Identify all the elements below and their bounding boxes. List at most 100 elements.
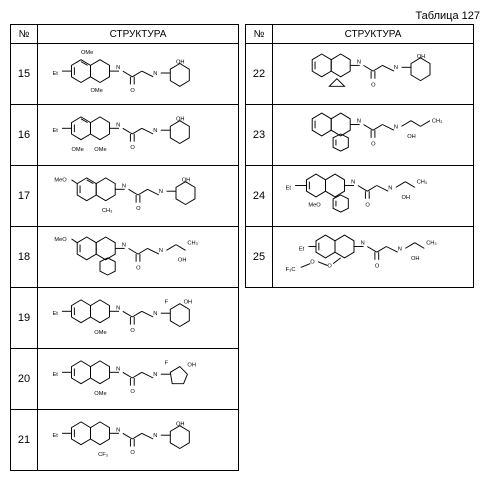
row-struct: N O N OH [273, 44, 474, 105]
svg-text:N: N [153, 311, 157, 317]
molecule-diagram: N O N CH₃ OH [278, 107, 468, 161]
svg-text:N: N [388, 185, 392, 191]
svg-text:MeO: MeO [308, 202, 321, 208]
svg-text:OH: OH [187, 363, 196, 369]
svg-text:CF₃: CF₃ [98, 452, 108, 458]
svg-text:F₃C: F₃C [286, 267, 296, 273]
row-num: 16 [11, 105, 38, 166]
svg-text:OH: OH [402, 195, 411, 201]
header-struct: СТРУКТУРА [273, 25, 474, 44]
header-row: № СТРУКТУРА [246, 25, 474, 44]
row-num: 20 [11, 349, 38, 410]
row-struct: N O N CH₃ OH [273, 105, 474, 166]
svg-text:O: O [365, 202, 370, 208]
svg-text:Et: Et [53, 71, 59, 77]
svg-text:OH: OH [184, 300, 193, 306]
svg-text:CH₃: CH₃ [432, 119, 443, 125]
svg-text:CH₃: CH₃ [417, 180, 428, 186]
molecule-diagram: N O N OH [278, 46, 468, 100]
svg-text:N: N [351, 180, 355, 186]
svg-text:O: O [371, 141, 376, 147]
svg-text:N: N [394, 124, 398, 130]
svg-text:N: N [122, 243, 126, 249]
table-row: 15 OMe Et OMe N O N OH [11, 44, 239, 105]
svg-text:OH: OH [178, 258, 187, 264]
svg-text:OMe: OMe [81, 50, 93, 56]
table-row: 20 Et OMe N O N FOH [11, 349, 239, 410]
row-struct: MeO N O N CH₃ OH [38, 227, 239, 288]
svg-text:OH: OH [411, 256, 420, 262]
svg-text:O: O [136, 206, 141, 212]
molecule-diagram: Et MeO N O N CH₃ OH [278, 168, 468, 222]
row-struct: MeO CH₃ N O N OH [38, 166, 239, 227]
svg-text:N: N [361, 241, 365, 247]
table-row: 24 Et MeO N O N CH₃ OH [246, 166, 474, 227]
svg-text:N: N [153, 128, 157, 134]
row-struct: Et OMe N O N FOH [38, 288, 239, 349]
svg-text:O: O [136, 265, 141, 271]
row-struct: OMe Et OMe N O N OH [38, 44, 239, 105]
row-struct: Et MeO N O N CH₃ OH [273, 166, 474, 227]
molecule-diagram: Et CF₃ N O N OH [43, 412, 233, 466]
svg-text:OH: OH [407, 134, 416, 140]
svg-text:O: O [371, 82, 376, 88]
row-struct: Et CF₃ N O N OH [38, 410, 239, 471]
svg-text:CH₃: CH₃ [102, 208, 113, 214]
tables-container: № СТРУКТУРА 15 OMe Et OMe N O N OH 16 [10, 24, 492, 471]
svg-text:N: N [116, 305, 120, 311]
svg-text:F: F [165, 300, 169, 306]
table-row: 23 N O N CH₃ OH [246, 105, 474, 166]
svg-text:N: N [153, 433, 157, 439]
row-struct: Et OMeOMe N O N OH [38, 105, 239, 166]
row-num: 22 [246, 44, 273, 105]
molecule-diagram: Et OMe N O N FOH [43, 351, 233, 405]
svg-text:Et: Et [53, 128, 59, 134]
svg-text:N: N [153, 71, 157, 77]
svg-text:OMe: OMe [91, 88, 103, 94]
left-table: № СТРУКТУРА 15 OMe Et OMe N O N OH 16 [10, 24, 239, 471]
svg-text:N: N [394, 65, 398, 71]
molecule-diagram: MeO N O N CH₃ OH [43, 229, 233, 283]
svg-text:OMe: OMe [94, 147, 106, 153]
svg-text:CH₃: CH₃ [187, 241, 198, 247]
row-num: 15 [11, 44, 38, 105]
svg-text:OMe: OMe [94, 330, 106, 336]
table-row: 21 Et CF₃ N O N OH [11, 410, 239, 471]
svg-text:Et: Et [53, 372, 59, 378]
header-num: № [246, 25, 273, 44]
row-num: 21 [11, 410, 38, 471]
svg-text:O: O [130, 88, 135, 94]
svg-text:O: O [310, 260, 315, 266]
svg-text:N: N [116, 122, 120, 128]
svg-text:N: N [159, 189, 163, 195]
svg-text:O: O [130, 450, 135, 456]
svg-text:O: O [375, 263, 380, 269]
svg-text:N: N [153, 372, 157, 378]
molecule-diagram: Et OMe N O N FOH [43, 290, 233, 344]
svg-text:Et: Et [286, 185, 292, 191]
row-struct: Et F₃C O O N O N CH₃ OH [273, 227, 474, 288]
molecule-diagram: Et F₃C O O N O N CH₃ OH [278, 229, 468, 283]
row-struct: Et OMe N O N FOH [38, 349, 239, 410]
header-num: № [11, 25, 38, 44]
row-num: 23 [246, 105, 273, 166]
svg-text:O: O [130, 389, 135, 395]
svg-text:Et: Et [53, 311, 59, 317]
svg-text:Et: Et [299, 246, 305, 252]
table-title: Таблица 127 [10, 10, 492, 22]
header-row: № СТРУКТУРА [11, 25, 239, 44]
svg-text:N: N [398, 246, 402, 252]
svg-text:O: O [327, 263, 332, 269]
table-row: 22 N O N OH [246, 44, 474, 105]
svg-text:OMe: OMe [72, 147, 84, 153]
svg-text:N: N [357, 60, 361, 66]
svg-text:N: N [116, 366, 120, 372]
row-num: 24 [246, 166, 273, 227]
table-row: 17 MeO CH₃ N O N OH [11, 166, 239, 227]
molecule-diagram: MeO CH₃ N O N OH [43, 168, 233, 222]
row-num: 17 [11, 166, 38, 227]
svg-text:CH₃: CH₃ [426, 241, 437, 247]
svg-text:MeO: MeO [54, 237, 67, 243]
table-row: 16 Et OMeOMe N O N OH [11, 105, 239, 166]
molecule-diagram: Et OMeOMe N O N OH [43, 107, 233, 161]
